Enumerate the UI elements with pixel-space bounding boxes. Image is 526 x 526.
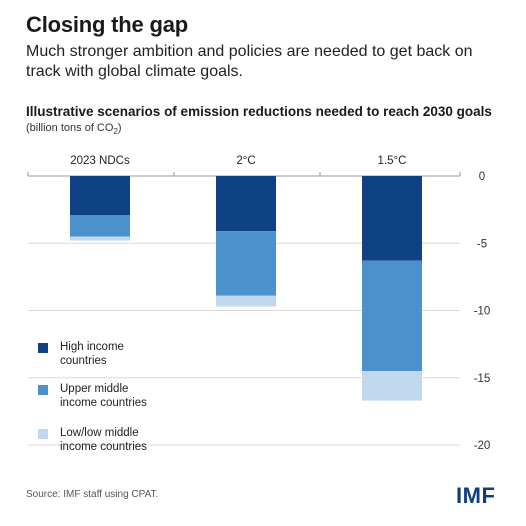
bar-segment <box>362 371 422 401</box>
y-tick-label: 0 <box>479 171 485 183</box>
y-tick-label: -5 <box>477 238 487 250</box>
bar-segment <box>362 260 422 372</box>
category-label: 2°C <box>236 155 255 167</box>
legend-label: Low/low middle income countries <box>60 427 147 453</box>
y-tick-label: -10 <box>474 306 491 318</box>
legend-swatch <box>38 429 48 439</box>
legend-label: Upper middle income countries <box>60 383 147 409</box>
bar-segment <box>362 176 422 261</box>
y-tick-label: -15 <box>474 373 491 385</box>
chart-title: Illustrative scenarios of emission reduc… <box>26 104 492 119</box>
bar-segment <box>70 236 130 241</box>
legend-swatch <box>38 385 48 395</box>
imf-logo: IMF <box>456 483 496 508</box>
chart-main-title: Closing the gap <box>26 12 189 37</box>
bar-segment <box>216 295 276 307</box>
category-label: 1.5°C <box>378 155 407 167</box>
chart-subtitle: Much stronger ambition and policies are … <box>26 43 473 80</box>
bar-segment <box>70 176 130 216</box>
category-label: 2023 NDCs <box>70 155 130 167</box>
bar-segment <box>216 176 276 232</box>
legend-label: High income countries <box>60 341 124 367</box>
source-note: Source: IMF staff using CPAT. <box>26 489 159 500</box>
legend-swatch <box>38 343 48 353</box>
bar-segment <box>216 231 276 296</box>
y-tick-label: -20 <box>474 440 491 452</box>
bar-segment <box>70 215 130 237</box>
chart-unit-label: (billion tons of CO2) <box>26 122 122 137</box>
